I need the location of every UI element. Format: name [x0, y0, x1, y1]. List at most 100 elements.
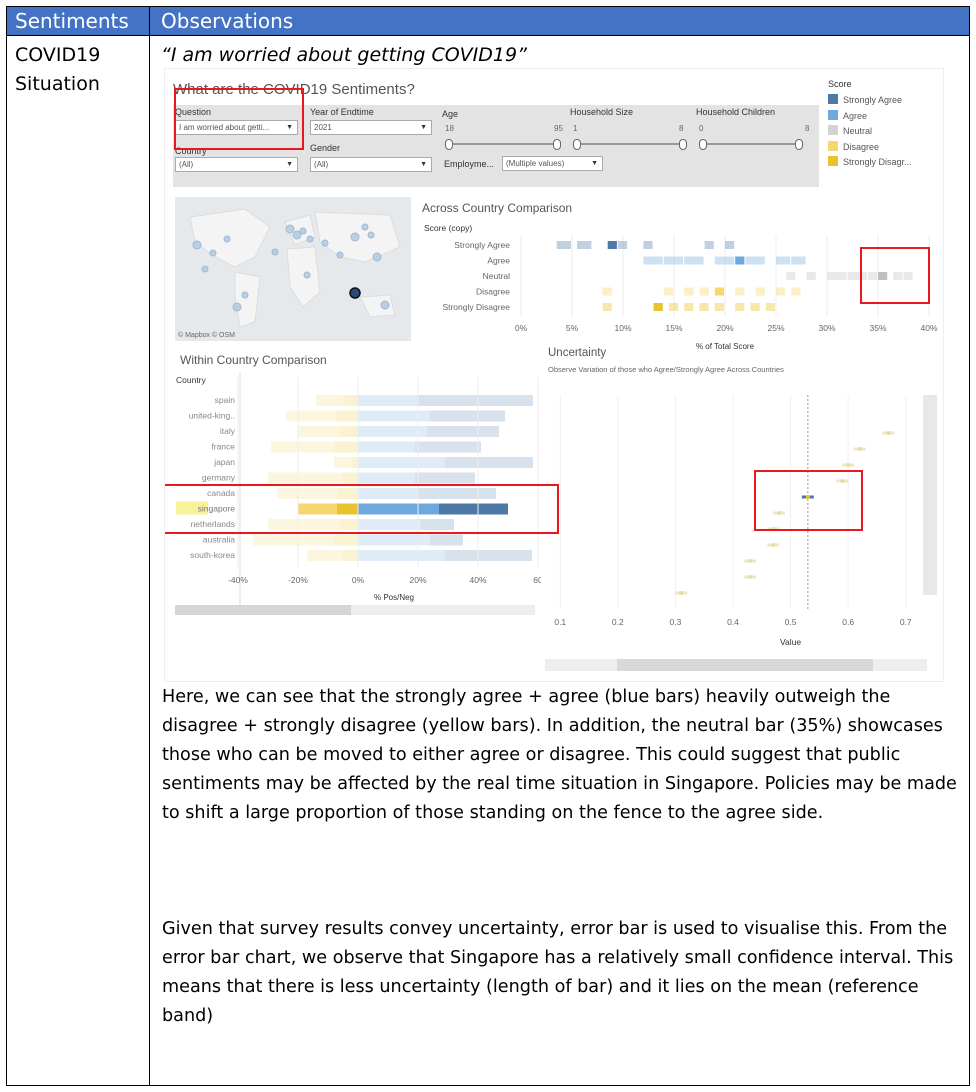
column-divider	[149, 7, 150, 1085]
across-bar	[714, 287, 724, 296]
within-bar-disagree	[316, 395, 343, 406]
legend-item[interactable]: Strongly Disagr...	[828, 156, 912, 167]
within-bar-disagree	[334, 457, 352, 468]
across-x-tick: 0%	[515, 323, 528, 333]
within-bar-strongly-disagree	[340, 426, 358, 437]
within-bar-agree	[358, 503, 439, 515]
across-row-label: Strongly Agree	[454, 240, 510, 250]
within-col-header: Country	[176, 375, 207, 385]
annotation-uncertainty-box	[754, 470, 863, 531]
observations-table: Sentiments Observations COVID19 Situatio…	[6, 6, 970, 1086]
across-bar	[893, 272, 903, 280]
country-select[interactable]: (All) ▼	[175, 157, 298, 172]
within-bar-agree	[358, 457, 445, 468]
age-max: 95	[554, 124, 563, 133]
uncertainty-point	[771, 543, 776, 547]
legend-title: Score	[828, 79, 852, 89]
legend-swatch	[828, 94, 838, 104]
paragraph-2: Given that survey results convey uncerta…	[162, 919, 954, 1026]
uncertainty-scrollbar[interactable]	[545, 659, 927, 671]
uncertainty-x-tick: 0.4	[727, 617, 739, 627]
across-bar	[704, 241, 714, 249]
across-bar	[607, 241, 617, 249]
within-bar-strongly-agree	[430, 410, 505, 422]
legend-swatch	[828, 125, 838, 135]
within-bar-strongly-agree	[415, 441, 481, 453]
within-bar-agree	[358, 488, 418, 499]
year-select[interactable]: 2021 ▼	[310, 120, 432, 135]
legend-item[interactable]: Agree	[828, 109, 868, 121]
within-x-tick: 40%	[469, 575, 486, 585]
header-observations: Observations	[161, 9, 294, 33]
household-children-label: Household Children	[696, 107, 776, 117]
across-bar	[699, 287, 709, 296]
across-bar	[602, 303, 612, 311]
household-size-max: 8	[679, 124, 684, 133]
within-bar-strongly-agree	[427, 426, 499, 437]
uncertainty-point	[857, 447, 862, 451]
within-x-tick: -40%	[228, 575, 248, 585]
gender-select[interactable]: (All) ▼	[310, 157, 432, 172]
across-bar	[577, 241, 592, 249]
within-bar-strongly-disagree	[343, 472, 358, 484]
within-bar-agree	[358, 534, 430, 546]
quote: “I am worried about getting COVID19”	[161, 44, 527, 66]
legend-label: Strongly Agree	[843, 95, 903, 105]
legend-swatch	[828, 140, 838, 151]
legend-item[interactable]: Disagree	[828, 140, 880, 152]
uncertainty-point	[846, 463, 851, 467]
household-size-slider[interactable]	[573, 139, 687, 150]
across-bar	[867, 272, 877, 280]
legend-label: Agree	[843, 110, 868, 121]
within-country-label: canada	[207, 488, 235, 498]
within-bar-disagree	[286, 410, 337, 422]
uncertainty-x-tick: 0.6	[842, 617, 854, 627]
across-bar	[643, 256, 663, 265]
legend-item[interactable]: Strongly Agree	[828, 94, 902, 105]
within-bar-agree	[358, 441, 415, 453]
uncertainty-x-title: Value	[780, 637, 801, 647]
within-bar-disagree	[268, 472, 343, 484]
singapore-marker[interactable]	[349, 287, 361, 299]
across-bar	[735, 287, 745, 296]
across-bar	[699, 303, 709, 311]
employment-label: Employme...	[444, 159, 495, 169]
within-bar-disagree	[253, 534, 334, 546]
filter-bar	[173, 105, 819, 187]
legend-item[interactable]: Neutral	[828, 125, 872, 136]
across-row-label: Strongly Disagree	[442, 302, 510, 312]
across-bar	[684, 303, 694, 311]
within-scrollbar[interactable]	[175, 605, 535, 615]
table-header: Sentiments Observations	[7, 7, 969, 36]
within-country-highlight	[176, 501, 208, 515]
within-bar-strongly-disagree	[334, 534, 358, 546]
across-bar	[663, 287, 673, 296]
within-bar-strongly-agree	[430, 534, 463, 546]
within-x-tick: 60	[533, 575, 541, 585]
row-label-line1: COVID19	[15, 44, 101, 66]
within-x-tick: 20%	[409, 575, 426, 585]
uncertainty-x-tick: 0.5	[785, 617, 797, 627]
across-x-tick: 20%	[716, 323, 733, 333]
within-country-chart: Country spain united-king.. italy france japa…	[176, 373, 541, 605]
across-bar	[684, 287, 694, 296]
within-country-label: australia	[203, 535, 235, 545]
uncertainty-vscroll	[923, 395, 937, 595]
year-label: Year of Endtime	[310, 107, 374, 117]
household-children-slider[interactable]	[699, 139, 803, 150]
annotation-singapore-box	[165, 484, 559, 534]
within-bar-agree	[358, 410, 430, 422]
within-bar-strongly-disagree	[343, 550, 358, 561]
within-bar-agree	[358, 426, 427, 437]
legend-swatch	[828, 109, 838, 120]
across-row-label: Agree	[487, 256, 510, 266]
across-bar	[755, 287, 765, 296]
within-country-label: netherlands	[191, 519, 235, 529]
within-bar-disagree	[298, 426, 340, 437]
legend-label: Disagree	[843, 141, 880, 152]
age-slider[interactable]	[445, 139, 561, 150]
within-bar-agree	[358, 519, 421, 530]
legend-swatch	[828, 156, 838, 166]
across-bar	[643, 241, 653, 249]
employment-select[interactable]: (Multiple values) ▼	[502, 156, 603, 171]
